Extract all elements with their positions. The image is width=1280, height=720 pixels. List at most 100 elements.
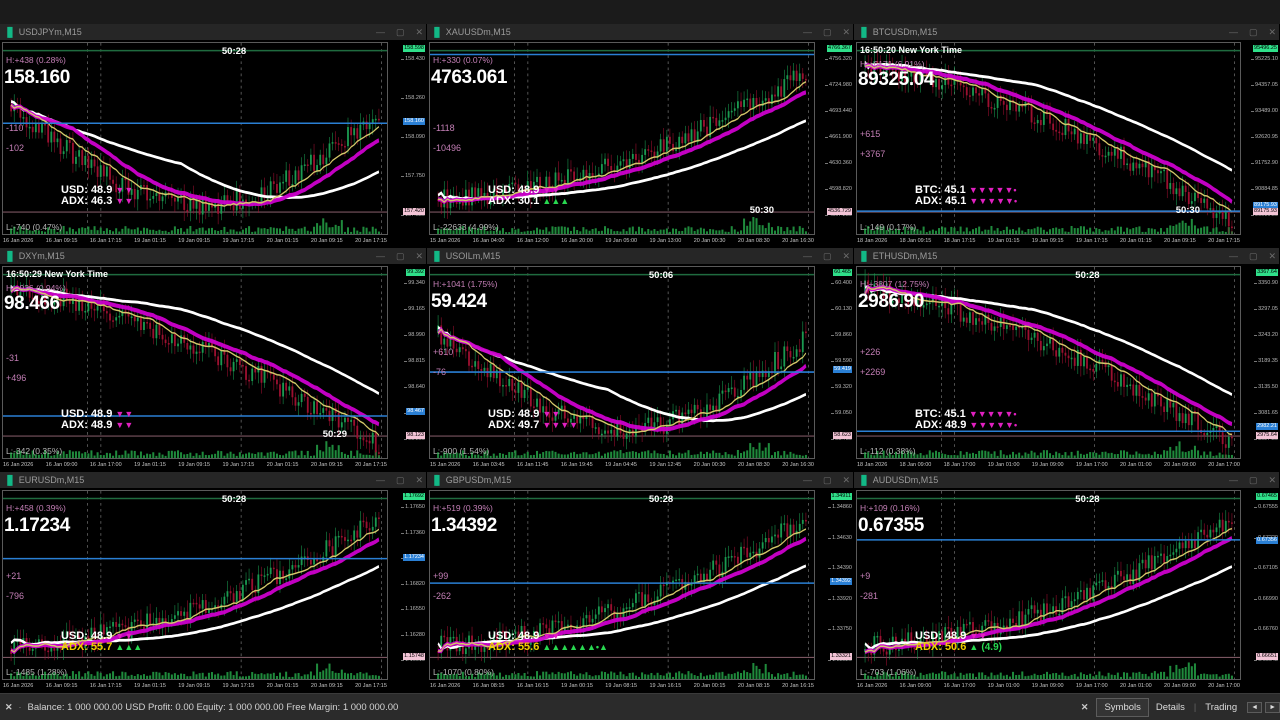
price-tick: 1.16280 (401, 631, 425, 638)
chart-canvas[interactable]: H:+109 (0.16%) 0.67355 +9 -281 L:-703 (1… (854, 488, 1279, 692)
chart-title-bar[interactable]: ▐▌ AUDUSDm,M15 — ▢ ✕ (854, 472, 1279, 488)
close-icon[interactable]: ✕ (1268, 26, 1276, 37)
chart-canvas[interactable]: H:+458 (0.39%) 1.17234 +21 -796 L:-1485 … (0, 488, 426, 692)
scroll-right-button[interactable]: ► (1265, 701, 1280, 713)
close-icon[interactable]: ✕ (842, 250, 850, 261)
chart-window-ethusdm[interactable]: ▐▌ ETHUSDm,M15 — ▢ ✕ H:+3807 (12.75%) (854, 248, 1280, 472)
chart-plot-area[interactable]: H:+438 (0.28%) 158.160 -110 -102 L:-740 … (2, 42, 388, 235)
price-tick: 1.33750 (828, 626, 852, 633)
chart-window-audusdm[interactable]: ▐▌ AUDUSDm,M15 — ▢ ✕ H:+109 (0.16%) (854, 472, 1280, 693)
maximize-icon[interactable]: ▢ (1248, 250, 1258, 261)
price-scale[interactable]: 60.400 60.130 59.860 59.590 59.320 59.050 58.7… (815, 266, 853, 459)
maximize-icon[interactable]: ▢ (1248, 26, 1258, 37)
chart-canvas[interactable]: H:+438 (0.28%) 158.160 -110 -102 L:-740 … (0, 40, 426, 247)
chart-plot-area[interactable]: H:+3807 (12.75%) 2986.90 +226 +2269 L:-1… (856, 266, 1241, 459)
price-tick: 98.640 (404, 384, 425, 390)
chart-canvas[interactable]: H:+519 (0.39%) 1.34392 +99 -262 L:-1070 … (427, 488, 853, 692)
maximize-icon[interactable]: ▢ (395, 474, 405, 485)
price-scale[interactable]: 3350.90 3297.05 3243.20 3189.35 3135.50 3081.… (1241, 266, 1279, 459)
minimize-icon[interactable]: — (1228, 26, 1238, 37)
minimize-icon[interactable]: — (375, 26, 385, 37)
close-icon[interactable]: ✕ (842, 474, 850, 485)
close-icon[interactable]: ✕ (842, 26, 850, 37)
scroll-left-button[interactable]: ◄ (1247, 701, 1263, 713)
chart-window-eurusdm[interactable]: ▐▌ EURUSDm,M15 — ▢ ✕ H:+458 (0.39%) (0, 472, 427, 693)
time-tick: 20 Jan 08:30 (737, 238, 770, 244)
chart-title-bar[interactable]: ▐▌ EURUSDm,M15 — ▢ ✕ (0, 472, 426, 488)
maximize-icon[interactable]: ▢ (822, 474, 832, 485)
chart-plot-area[interactable]: H:+109 (0.16%) 0.67355 +9 -281 L:-703 (1… (856, 490, 1241, 680)
time-axis[interactable]: 18 Jan 2026 18 Jan 09:00 18 Jan 17:00 19 Ja… (856, 459, 1241, 471)
chart-plot-area[interactable]: 16:50:20 New York Time H:+6171 (6.91%) 8… (856, 42, 1241, 235)
chart-title-bar[interactable]: ▐▌ XAUUSDm,M15 — ▢ ✕ (427, 24, 853, 40)
time-axis[interactable]: 16 Jan 2026 16 Jan 09:00 16 Jan 17:00 19 Ja… (2, 459, 388, 471)
chart-plot-area[interactable]: H:+1041 (1.75%) 59.424 +610 -76 L:-900 (… (429, 266, 815, 459)
maximize-icon[interactable]: ▢ (395, 250, 405, 261)
window-controls: — ▢ ✕ (1229, 472, 1276, 488)
indicator-arrows-1: ▼▼ (115, 185, 134, 195)
time-axis[interactable]: 16 Jan 2026 16 Jan 08:15 16 Jan 16:15 19 Ja… (429, 680, 815, 692)
chart-title-bar[interactable]: ▐▌ USDJPYm,M15 — ▢ ✕ (0, 24, 426, 40)
price-scale[interactable]: 0.675550.672200.671050.669900.667600.666… (1241, 490, 1279, 680)
price-scale[interactable]: 1.176501.173601.170901.168201.165501.162… (388, 490, 426, 680)
maximize-icon[interactable]: ▢ (822, 26, 832, 37)
tab-details[interactable]: Details (1155, 701, 1185, 713)
maximize-icon[interactable]: ▢ (1248, 474, 1258, 485)
close-icon[interactable]: ✕ (1268, 250, 1276, 261)
panel-close-icon[interactable]: ✕ (1080, 701, 1089, 712)
minimize-icon[interactable]: — (802, 474, 812, 485)
time-axis[interactable]: 16 Jan 2026 16 Jan 09:15 16 Jan 17:15 19 Ja… (2, 680, 388, 692)
chart-title-bar[interactable]: ▐▌ DXYm,M15 — ▢ ✕ (0, 248, 426, 264)
chart-window-xauusdm[interactable]: ▐▌ XAUUSDm,M15 — ▢ ✕ H:+330 (0.07%) (427, 24, 854, 248)
time-axis[interactable]: 16 Jan 2026 16 Jan 09:00 16 Jan 17:00 19 Ja… (856, 680, 1241, 692)
indicator-label-1: BTC: 45.1 (915, 408, 966, 420)
price-tick: 3081.65 (1254, 410, 1278, 416)
close-icon[interactable]: ✕ (415, 474, 423, 485)
chart-canvas[interactable]: 16:50:29 New York Time H:+926 (0.94%) 98… (0, 264, 426, 471)
tab-symbols[interactable]: Symbols (1096, 697, 1149, 717)
chart-window-usoilm[interactable]: ▐▌ USOILm,M15 — ▢ ✕ H:+1041 (1.75%) (427, 248, 854, 472)
price-tick: 3189.35 (1254, 358, 1278, 364)
tab-trading[interactable]: Trading (1205, 701, 1238, 713)
close-icon[interactable]: ✕ (415, 250, 423, 261)
chart-plot-area[interactable]: H:+519 (0.39%) 1.34392 +99 -262 L:-1070 … (429, 490, 815, 680)
chart-window-dxym[interactable]: ▐▌ DXYm,M15 — ▢ ✕ 16:50:29 New York Time (0, 248, 427, 472)
price-scale[interactable]: 99.34099.16598.99098.81598.64098.46598.2… (388, 266, 426, 459)
time-axis[interactable]: 15 Jan 2026 16 Jan 04:00 16 Jan 12:00 16 Ja… (429, 235, 815, 247)
price-tick: 58.780 (831, 436, 852, 442)
chart-plot-area[interactable]: H:+330 (0.07%) 4763.061 -1118 -10496 L:-… (429, 42, 815, 235)
chart-canvas[interactable]: 16:50:20 New York Time H:+6171 (6.91%) 8… (854, 40, 1279, 247)
close-icon[interactable]: ✕ (1268, 474, 1276, 485)
chart-window-btcusdm[interactable]: ▐▌ BTCUSDm,M15 — ▢ ✕ 16:50:20 New York T… (854, 24, 1280, 248)
chart-title-bar[interactable]: ▐▌ USOILm,M15 — ▢ ✕ (427, 248, 853, 264)
minimize-icon[interactable]: — (1228, 250, 1238, 261)
price-scale[interactable]: 4756.320 4724.980 4693.440 4661.900 4630.360… (815, 42, 853, 235)
chart-plot-area[interactable]: 16:50:29 New York Time H:+926 (0.94%) 98… (2, 266, 388, 459)
price-scale[interactable]: 158.430 158.260 158.090 157.750 157.580 158.… (388, 42, 426, 235)
chart-window-usdjpym[interactable]: ▐▌ USDJPYm,M15 — ▢ ✕ H:+438 (0.28%) (0, 24, 427, 248)
close-icon[interactable]: ✕ (415, 26, 423, 37)
minimize-icon[interactable]: — (802, 250, 812, 261)
minimize-icon[interactable]: — (1228, 474, 1238, 485)
time-tick: 16 Jan 11:45 (517, 462, 549, 468)
time-axis[interactable]: 16 Jan 2026 16 Jan 09:15 16 Jan 17:15 19 Ja… (2, 235, 388, 247)
chart-title-bar[interactable]: ▐▌ GBPUSDm,M15 — ▢ ✕ (427, 472, 853, 488)
chart-canvas[interactable]: H:+3807 (12.75%) 2986.90 +226 +2269 L:-1… (854, 264, 1279, 471)
minimize-icon[interactable]: — (375, 474, 385, 485)
time-axis[interactable]: 18 Jan 2026 18 Jan 09:15 18 Jan 17:15 19 Ja… (856, 235, 1241, 247)
price-scale[interactable]: 1.34860 1.34630 1.34390 1.33920 1.33750 1.335… (815, 490, 853, 680)
chart-title-bar[interactable]: ▐▌ BTCUSDm,M15 — ▢ ✕ (854, 24, 1279, 40)
price-tick: 4693.440 (825, 108, 852, 114)
maximize-icon[interactable]: ▢ (395, 26, 405, 37)
price-scale[interactable]: 95225.10 94357.05 93489.00 92620.95 91752.90… (1241, 42, 1279, 235)
minimize-icon[interactable]: — (802, 26, 812, 37)
chart-window-gbpusdm[interactable]: ▐▌ GBPUSDm,M15 — ▢ ✕ H:+519 (0.39%) (427, 472, 854, 693)
minimize-icon[interactable]: — (375, 250, 385, 261)
chart-canvas[interactable]: H:+1041 (1.75%) 59.424 +610 -76 L:-900 (… (427, 264, 853, 471)
chart-canvas[interactable]: H:+330 (0.07%) 4763.061 -1118 -10496 L:-… (427, 40, 853, 247)
close-icon[interactable]: ✕ (5, 701, 13, 712)
time-axis[interactable]: 15 Jan 2026 16 Jan 03:45 16 Jan 11:45 16 Ja… (429, 459, 815, 471)
chart-title-bar[interactable]: ▐▌ ETHUSDm,M15 — ▢ ✕ (854, 248, 1279, 264)
maximize-icon[interactable]: ▢ (822, 250, 832, 261)
chart-plot-area[interactable]: H:+458 (0.39%) 1.17234 +21 -796 L:-1485 … (2, 490, 388, 680)
